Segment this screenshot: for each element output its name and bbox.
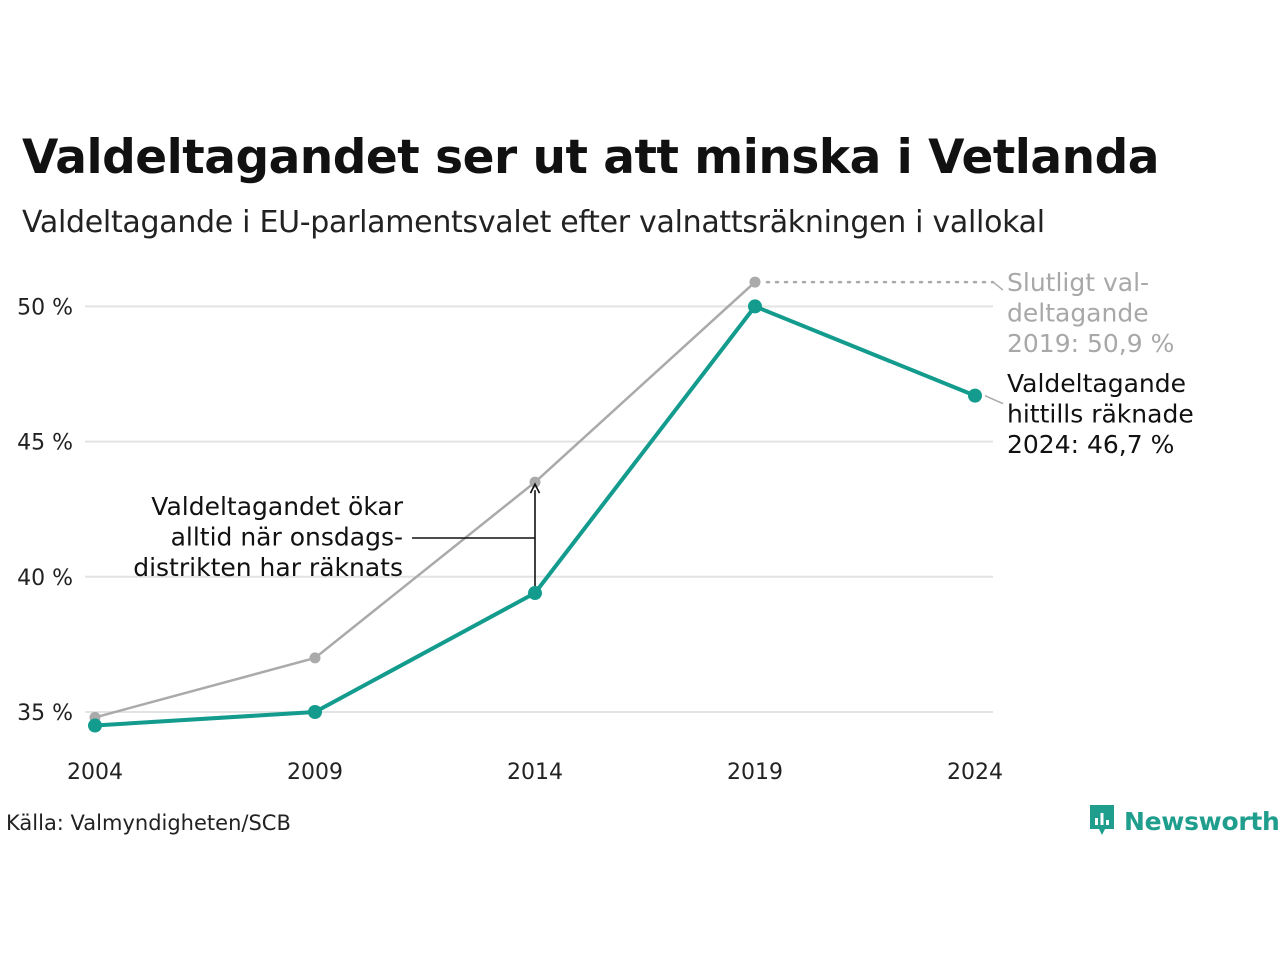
data-point-election_night [748, 299, 762, 314]
data-point-final [309, 652, 321, 664]
chart-subtitle: Valdeltagande i EU-parlamentsvalet efter… [22, 205, 1045, 240]
y-axis-ticks: 35 % 40 % 45 % 50 % [17, 295, 73, 726]
leader-line-counted-2024 [984, 394, 1004, 405]
annotation-increase-note: distrikten har räknats [133, 553, 403, 582]
newsworthy-logo-icon [1090, 805, 1114, 835]
data-point-election_night [88, 718, 102, 733]
source-note: Källa: Valmyndigheten/SCB [6, 811, 291, 835]
x-tick-label: 2014 [507, 760, 563, 785]
y-tick-label: 35 % [17, 701, 73, 726]
data-point-election_night [308, 705, 322, 719]
x-tick-label: 2009 [287, 760, 343, 785]
y-tick-label: 45 % [17, 431, 73, 456]
annotation-counted-2024: 2024: 46,7 % [1007, 430, 1174, 459]
annotation-increase-note: Valdeltagandet ökar [151, 492, 403, 521]
brand-name: Newsworthy [1124, 806, 1280, 836]
annotation-counted-2024: hittills räknade [1007, 400, 1194, 429]
data-point-final [749, 276, 761, 288]
brand-logo: Newsworthy [1088, 803, 1280, 839]
x-tick-label: 2004 [67, 760, 123, 785]
x-axis-ticks: 2004 2009 2014 2019 2024 [67, 760, 1003, 785]
series-line-final [93, 280, 757, 719]
leader-tick-final-2019 [992, 281, 1004, 291]
data-point-election_night [968, 388, 982, 403]
data-point-final [529, 476, 541, 488]
x-tick-label: 2024 [947, 760, 1003, 785]
annotation-final-2019: 2019: 50,9 % [1007, 329, 1174, 358]
data-point-election_night [528, 586, 542, 601]
y-tick-label: 50 % [17, 295, 73, 320]
y-tick-label: 40 % [17, 566, 73, 591]
grid-lines [85, 305, 993, 713]
annotation-final-2019: Slutligt val- [1007, 268, 1149, 297]
annotation-counted-2024: Valdeltagande [1007, 369, 1186, 398]
x-tick-label: 2019 [727, 760, 783, 785]
annotation-final-2019: deltagande [1007, 299, 1149, 328]
increase-arrow-head [529, 482, 541, 494]
chart-title: Valdeltagandet ser ut att minska i Vetla… [22, 130, 1159, 185]
series-layer [88, 276, 982, 733]
annotation-increase-note: alltid när onsdags- [171, 523, 403, 552]
